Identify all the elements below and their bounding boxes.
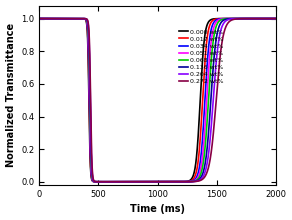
- 0.034 wt%: [81, 17, 84, 20]
- 0.000 wt%: [37, 17, 41, 20]
- 0.204 wt%: [274, 17, 278, 20]
- 0.272 wt%: [81, 17, 84, 20]
- 0.272 wt%: [111, 180, 114, 183]
- 0.051 wt%: [113, 180, 117, 183]
- 0.017 wt%: [180, 180, 183, 183]
- 0.204 wt%: [112, 180, 115, 183]
- 0.017 wt%: [192, 178, 195, 180]
- Line: 0.051 wt%: 0.051 wt%: [39, 19, 276, 182]
- 0.068 wt%: [274, 17, 278, 20]
- 0.272 wt%: [180, 180, 183, 183]
- 0.068 wt%: [37, 17, 41, 20]
- 0.204 wt%: [81, 17, 84, 20]
- 0.000 wt%: [114, 180, 117, 183]
- 0.034 wt%: [128, 180, 131, 183]
- 0.068 wt%: [192, 180, 195, 183]
- 0.051 wt%: [180, 180, 183, 183]
- 0.034 wt%: [180, 180, 183, 183]
- 0.051 wt%: [81, 17, 84, 20]
- 0.017 wt%: [232, 17, 236, 20]
- Legend: 0.000 wt%, 0.017 wt%, 0.034 wt%, 0.051 wt%, 0.068 wt%, 0.136 wt%, 0.204 wt%, 0.2: 0.000 wt%, 0.017 wt%, 0.034 wt%, 0.051 w…: [176, 27, 226, 87]
- Line: 0.000 wt%: 0.000 wt%: [39, 19, 276, 182]
- 0.017 wt%: [114, 180, 117, 183]
- 0.017 wt%: [274, 17, 278, 20]
- 0.034 wt%: [274, 17, 278, 20]
- 0.068 wt%: [128, 180, 131, 183]
- 0.051 wt%: [274, 17, 278, 20]
- 0.204 wt%: [214, 64, 218, 67]
- 0.051 wt%: [128, 180, 131, 183]
- 0.204 wt%: [232, 17, 236, 20]
- Line: 0.204 wt%: 0.204 wt%: [39, 19, 276, 182]
- 0.272 wt%: [214, 102, 218, 105]
- 0.204 wt%: [192, 180, 195, 183]
- 0.000 wt%: [128, 180, 131, 183]
- 0.068 wt%: [232, 17, 236, 20]
- 0.272 wt%: [232, 18, 236, 21]
- Line: 0.272 wt%: 0.272 wt%: [39, 19, 276, 182]
- 0.051 wt%: [214, 21, 218, 24]
- 0.136 wt%: [192, 180, 195, 183]
- 0.034 wt%: [232, 17, 236, 20]
- Line: 0.068 wt%: 0.068 wt%: [39, 19, 276, 182]
- Line: 0.136 wt%: 0.136 wt%: [39, 19, 276, 182]
- Line: 0.017 wt%: 0.017 wt%: [39, 19, 276, 182]
- 0.034 wt%: [113, 180, 117, 183]
- 0.136 wt%: [214, 40, 218, 42]
- 0.034 wt%: [214, 19, 218, 22]
- 0.051 wt%: [37, 17, 41, 20]
- 0.000 wt%: [274, 17, 278, 20]
- 0.017 wt%: [37, 17, 41, 20]
- 0.017 wt%: [128, 180, 131, 183]
- 0.000 wt%: [214, 17, 218, 20]
- 0.034 wt%: [37, 17, 41, 20]
- 0.136 wt%: [128, 180, 131, 183]
- X-axis label: Time (ms): Time (ms): [130, 204, 185, 214]
- 0.204 wt%: [180, 180, 183, 183]
- 0.000 wt%: [192, 174, 195, 177]
- 0.136 wt%: [232, 17, 236, 20]
- 0.204 wt%: [128, 180, 131, 183]
- 0.136 wt%: [81, 17, 84, 20]
- 0.068 wt%: [214, 26, 218, 29]
- 0.272 wt%: [128, 180, 131, 183]
- 0.051 wt%: [192, 180, 195, 182]
- 0.272 wt%: [274, 17, 278, 20]
- Y-axis label: Normalized Transmittance: Normalized Transmittance: [6, 23, 15, 167]
- 0.051 wt%: [232, 17, 236, 20]
- 0.000 wt%: [81, 17, 84, 20]
- 0.136 wt%: [112, 180, 116, 183]
- 0.017 wt%: [81, 17, 84, 20]
- 0.068 wt%: [180, 180, 183, 183]
- 0.272 wt%: [37, 17, 41, 20]
- 0.204 wt%: [37, 17, 41, 20]
- 0.034 wt%: [192, 179, 195, 182]
- 0.000 wt%: [180, 180, 183, 183]
- 0.272 wt%: [192, 180, 195, 183]
- 0.017 wt%: [214, 18, 218, 20]
- 0.000 wt%: [232, 17, 236, 20]
- 0.136 wt%: [37, 17, 41, 20]
- 0.136 wt%: [274, 17, 278, 20]
- 0.068 wt%: [81, 17, 84, 20]
- Line: 0.034 wt%: 0.034 wt%: [39, 19, 276, 182]
- 0.068 wt%: [113, 180, 117, 183]
- 0.136 wt%: [180, 180, 183, 183]
